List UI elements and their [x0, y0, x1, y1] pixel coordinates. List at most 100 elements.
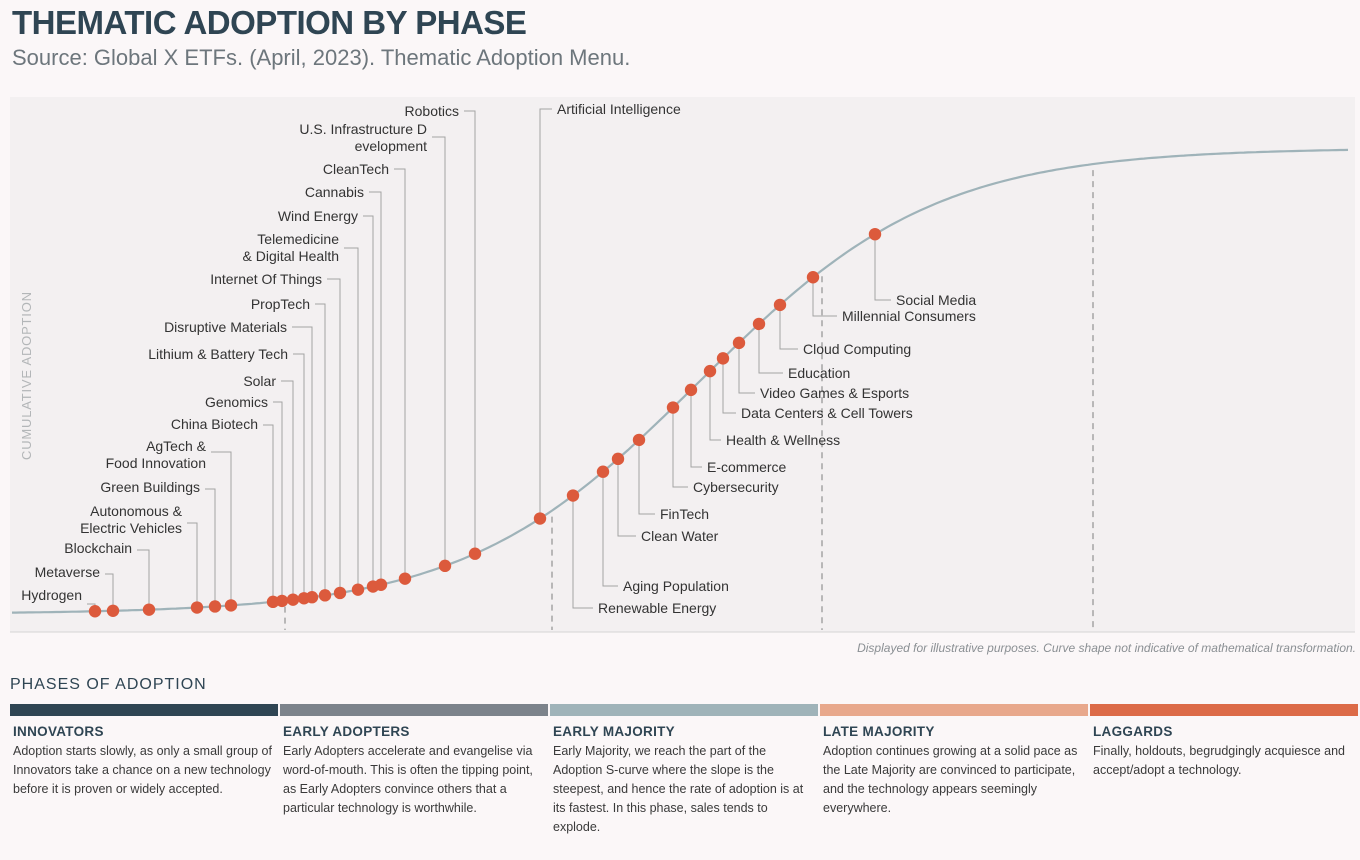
- theme-point: [716, 352, 730, 365]
- leader-line: [394, 168, 406, 579]
- theme-label: Internet Of Things: [210, 271, 322, 287]
- theme-label: Education: [788, 365, 850, 381]
- leader-line: [812, 277, 837, 317]
- phase-bar: [820, 704, 1088, 716]
- leader-line: [369, 191, 382, 585]
- theme-label: E-commerce: [707, 459, 787, 475]
- theme-point: [703, 364, 717, 378]
- theme-point: [88, 605, 102, 618]
- theme-point: [333, 586, 347, 600]
- theme-point: [398, 572, 412, 585]
- theme-point: [868, 227, 882, 241]
- leader-line: [874, 234, 891, 301]
- leader-line: [105, 573, 114, 611]
- phase-description: Finally, holdouts, begrudgingly acquiesc…: [1093, 744, 1346, 777]
- leader-line: [738, 342, 755, 394]
- theme-label: Video Games & Esports: [760, 385, 909, 401]
- theme-label: Renewable Energy: [598, 600, 716, 616]
- theme-label: Wind Energy: [278, 208, 358, 224]
- leader-line: [205, 488, 216, 607]
- phase-bar: [1090, 704, 1358, 716]
- leader-line: [572, 495, 593, 609]
- phase-name: LATE MAJORITY: [823, 724, 935, 739]
- leader-line: [709, 371, 721, 441]
- theme-points: [88, 227, 882, 618]
- leader-line: [363, 215, 374, 587]
- theme-label: Data Centers & Cell Towers: [741, 405, 913, 421]
- leader-line: [187, 522, 198, 608]
- theme-point: [732, 336, 746, 350]
- theme-labels: Hydrogen Metaverse Blockchain Autonomous & E…: [21, 101, 976, 616]
- theme-point: [266, 595, 280, 609]
- theme-label: China Biotech: [171, 416, 258, 432]
- illustrative-note: Displayed for illustrative purposes. Cur…: [857, 641, 1356, 655]
- theme-label: FinTech: [660, 506, 709, 522]
- theme-point: [208, 600, 222, 613]
- theme-point: [286, 593, 300, 606]
- theme-label: Hydrogen: [21, 587, 82, 603]
- leader-line: [211, 451, 232, 606]
- phases-heading: PHASES OF ADOPTION: [10, 676, 207, 693]
- leader-line: [273, 401, 283, 601]
- phase-early-adopters: EARLY ADOPTERS Early Adopters accelerate…: [280, 704, 548, 818]
- theme-point: [468, 547, 482, 560]
- theme-label: Metaverse: [35, 564, 101, 580]
- phase-description: Adoption continues growing at a solid pa…: [823, 744, 1078, 815]
- theme-point: [190, 601, 204, 614]
- theme-point: [305, 591, 319, 604]
- phase-description: Early Majority, we reach the part of the…: [553, 744, 804, 834]
- theme-point: [566, 489, 580, 502]
- phase-name: EARLY ADOPTERS: [283, 724, 410, 739]
- theme-point: [224, 599, 238, 612]
- theme-point: [773, 298, 787, 312]
- phase-name: EARLY MAJORITY: [553, 724, 675, 739]
- theme-label: Health & Wellness: [726, 432, 840, 448]
- page-subtitle: Source: Global X ETFs. (April, 2023). Th…: [12, 45, 631, 70]
- phase-innovators: INNOVATORS Adoption starts slowly, as on…: [10, 704, 278, 799]
- leader-line: [672, 407, 688, 488]
- leader-lines: [87, 108, 891, 612]
- theme-point: [142, 603, 156, 616]
- theme-label: Autonomous & Electric Vehicles: [80, 503, 183, 536]
- theme-label: Blockchain: [64, 540, 132, 556]
- theme-label: Telemedicine & Digital Health: [243, 231, 340, 264]
- phase-late-majority: LATE MAJORITY Adoption continues growing…: [820, 704, 1088, 818]
- theme-label: Millennial Consumers: [842, 308, 976, 324]
- theme-label: Cybersecurity: [693, 479, 779, 495]
- leader-line: [779, 304, 798, 350]
- theme-point: [374, 578, 388, 591]
- plot-area: [10, 97, 1355, 632]
- leader-line: [292, 326, 313, 598]
- leader-line: [539, 108, 552, 519]
- leader-line: [344, 247, 359, 590]
- theme-label: Green Buildings: [100, 479, 200, 495]
- leader-line: [327, 278, 341, 593]
- leader-line: [638, 439, 655, 515]
- phase-name: LAGGARDS: [1093, 724, 1173, 739]
- theme-label: Artificial Intelligence: [557, 101, 681, 117]
- theme-point: [666, 401, 680, 414]
- theme-point: [351, 583, 365, 596]
- theme-label: Aging Population: [623, 578, 729, 594]
- leader-line: [281, 380, 294, 600]
- phase-bar: [10, 704, 278, 716]
- theme-point: [318, 589, 332, 602]
- phase-early-majority: EARLY MAJORITY Early Majority, we reach …: [550, 704, 818, 837]
- leader-line: [602, 471, 618, 587]
- phase-description: Early Adopters accelerate and evangelise…: [283, 744, 533, 815]
- theme-label: Lithium & Battery Tech: [148, 346, 288, 362]
- theme-label: CleanTech: [323, 161, 389, 177]
- theme-point: [106, 604, 120, 618]
- leader-line: [617, 458, 636, 537]
- phase-bar: [550, 704, 818, 716]
- theme-point: [632, 433, 646, 447]
- leader-line: [690, 389, 702, 468]
- leader-line: [263, 424, 274, 602]
- theme-point: [596, 465, 610, 478]
- theme-label: Genomics: [205, 394, 268, 410]
- theme-label: Solar: [243, 373, 276, 389]
- adoption-chart: Hydrogen Metaverse Blockchain Autonomous & E…: [10, 97, 1355, 633]
- theme-label: Cannabis: [305, 184, 364, 200]
- phase-name: INNOVATORS: [13, 724, 104, 739]
